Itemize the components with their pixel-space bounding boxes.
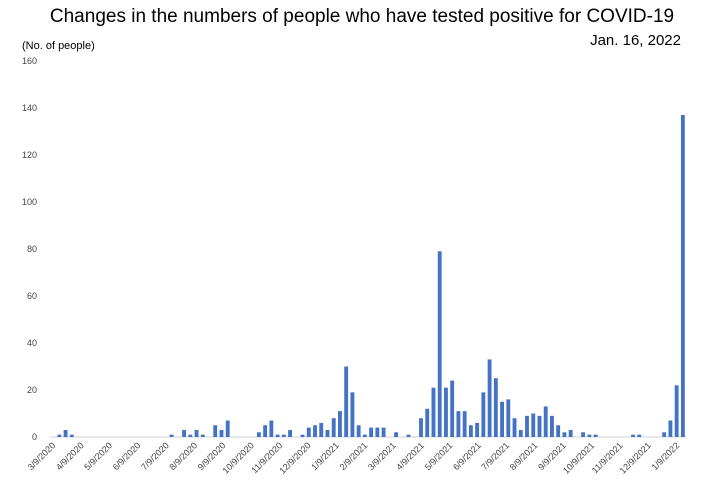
y-axis-label: (No. of people) (22, 40, 95, 52)
x-tick-label: 3/9/2020 (26, 440, 58, 472)
bar (680, 115, 685, 438)
bar (281, 434, 286, 437)
y-tick-label: 40 (27, 338, 37, 348)
bar (674, 385, 679, 437)
x-tick-label: 12/9/2020 (277, 440, 312, 475)
bar (481, 392, 486, 437)
bar (550, 415, 554, 437)
bar (356, 425, 361, 437)
y-tick-label: 140 (22, 103, 37, 113)
x-tick-label: 3/9/2021 (366, 440, 398, 472)
bar (57, 434, 62, 437)
bar (562, 432, 567, 437)
x-tick-label: 4/9/2020 (54, 440, 86, 472)
bar (275, 434, 280, 437)
x-tick-label: 8/9/2020 (167, 440, 199, 472)
bar (475, 422, 480, 437)
bar (525, 415, 529, 437)
y-tick-label: 100 (22, 197, 37, 207)
y-tick-label: 160 (22, 56, 37, 66)
bar (437, 251, 442, 437)
bar (468, 425, 473, 437)
bar (69, 434, 74, 437)
x-tick-label: 6/9/2020 (111, 440, 143, 472)
bar (456, 411, 461, 437)
bar (587, 434, 592, 437)
y-tick-label: 120 (22, 150, 37, 160)
bar (288, 429, 292, 437)
y-tick-label: 80 (27, 244, 37, 254)
chart-title: Changes in the numbers of people who hav… (49, 6, 675, 27)
bar (225, 420, 230, 437)
bar (493, 378, 498, 437)
bar (306, 427, 311, 437)
x-tick-label: 6/9/2021 (451, 440, 483, 472)
bar (256, 432, 261, 437)
x-tick-label: 5/9/2021 (423, 440, 455, 472)
bar (394, 432, 398, 437)
bar (300, 434, 305, 437)
bar (350, 392, 355, 437)
x-tick-label: 1/9/2021 (309, 440, 341, 472)
bar (487, 359, 492, 437)
y-tick-label: 60 (27, 291, 37, 301)
bar (462, 411, 467, 437)
bar (319, 422, 324, 437)
bar (213, 425, 218, 437)
bar (631, 434, 635, 437)
bar (219, 429, 224, 437)
bar (668, 420, 673, 437)
bar (581, 432, 586, 437)
bar (537, 415, 542, 437)
bar (169, 434, 174, 437)
bar (450, 380, 455, 437)
bar (518, 429, 523, 437)
bar (419, 418, 423, 437)
bar (531, 413, 536, 437)
bar (313, 425, 317, 437)
bar (200, 434, 205, 437)
bar (188, 434, 193, 437)
bar (543, 406, 548, 437)
y-tick-label: 0 (32, 432, 37, 442)
bar (182, 429, 186, 437)
x-tick-label: 2/9/2021 (338, 440, 370, 472)
y-tick-label: 20 (27, 385, 37, 395)
x-tick-label: 7/9/2021 (479, 440, 511, 472)
bar (500, 401, 504, 437)
bar (362, 434, 367, 437)
chart-date: Jan. 16, 2022 (590, 32, 681, 49)
bar (568, 429, 573, 437)
bar (506, 399, 511, 437)
bar (425, 408, 430, 437)
bar (406, 434, 411, 437)
bar (444, 387, 448, 437)
bar (269, 420, 274, 437)
bar (381, 427, 386, 437)
bar (263, 425, 268, 437)
x-tick-label: 4/9/2021 (394, 440, 426, 472)
bar (512, 418, 517, 437)
x-tick-label: 1/9/2022 (650, 440, 682, 472)
bar (325, 429, 330, 437)
bar (369, 427, 374, 437)
bar (556, 425, 561, 437)
bar (593, 434, 598, 437)
bar (63, 429, 68, 437)
x-tick-label: 8/9/2021 (508, 440, 540, 472)
bar (344, 366, 349, 437)
bar (431, 387, 436, 437)
bar (637, 434, 642, 437)
bar (331, 418, 336, 437)
bar (662, 432, 667, 437)
bar (194, 429, 199, 437)
bar (375, 427, 380, 437)
bar (338, 411, 342, 437)
x-tick-label: 7/9/2020 (139, 440, 171, 472)
x-tick-label: 5/9/2020 (82, 440, 114, 472)
